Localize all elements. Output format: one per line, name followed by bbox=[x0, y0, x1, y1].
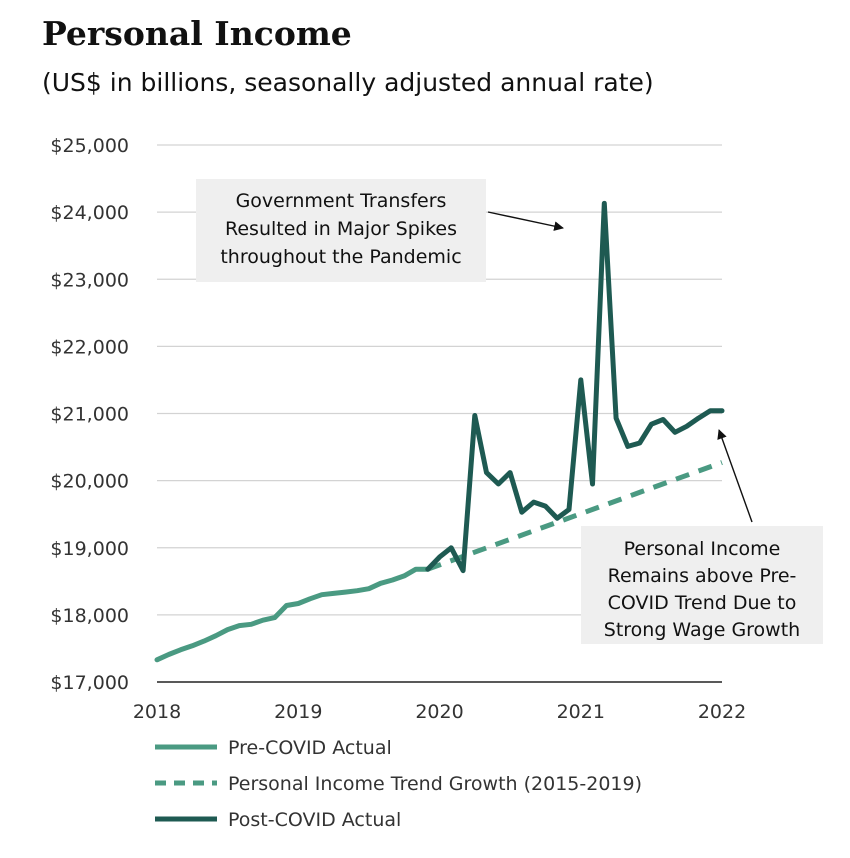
annotation-box bbox=[196, 179, 486, 282]
y-tick-label: $23,000 bbox=[50, 269, 129, 291]
annotation-arrow bbox=[487, 211, 564, 231]
x-tick-label: 2020 bbox=[415, 701, 463, 723]
annotation-text: Personal Income bbox=[624, 538, 781, 560]
annotation-text: Resulted in Major Spikes bbox=[225, 218, 457, 240]
y-tick-label: $25,000 bbox=[50, 135, 129, 157]
y-tick-label: $20,000 bbox=[50, 471, 129, 493]
x-tick-label: 2019 bbox=[274, 701, 322, 723]
y-tick-label: $19,000 bbox=[50, 538, 129, 560]
y-tick-label: $22,000 bbox=[50, 336, 129, 358]
annotation-text: Government Transfers bbox=[236, 190, 447, 212]
annotation-text: throughout the Pandemic bbox=[220, 246, 461, 268]
x-tick-label: 2021 bbox=[557, 701, 605, 723]
chart-subtitle: (US$ in billions, seasonally adjusted an… bbox=[42, 68, 654, 97]
legend-label: Personal Income Trend Growth (2015-2019) bbox=[228, 773, 642, 795]
y-tick-label: $18,000 bbox=[50, 605, 129, 627]
chart-title: Personal Income bbox=[42, 14, 352, 53]
y-tick-label: $21,000 bbox=[50, 404, 129, 426]
trend-line bbox=[426, 460, 723, 572]
annotation-box bbox=[581, 526, 823, 644]
legend-label: Pre-COVID Actual bbox=[228, 737, 392, 759]
x-tick-label: 2018 bbox=[133, 701, 181, 723]
annotation-text: Strong Wage Growth bbox=[604, 619, 800, 641]
pre-covid-line bbox=[154, 566, 431, 663]
post-covid-line bbox=[425, 200, 725, 574]
y-tick-label: $24,000 bbox=[50, 202, 129, 224]
annotation-text: COVID Trend Due to bbox=[608, 592, 797, 614]
legend-label: Post-COVID Actual bbox=[228, 809, 401, 831]
y-tick-label: $17,000 bbox=[50, 672, 129, 694]
x-tick-label: 2022 bbox=[698, 701, 746, 723]
annotation-arrow bbox=[717, 429, 753, 523]
annotation-text: Remains above Pre- bbox=[608, 565, 797, 587]
